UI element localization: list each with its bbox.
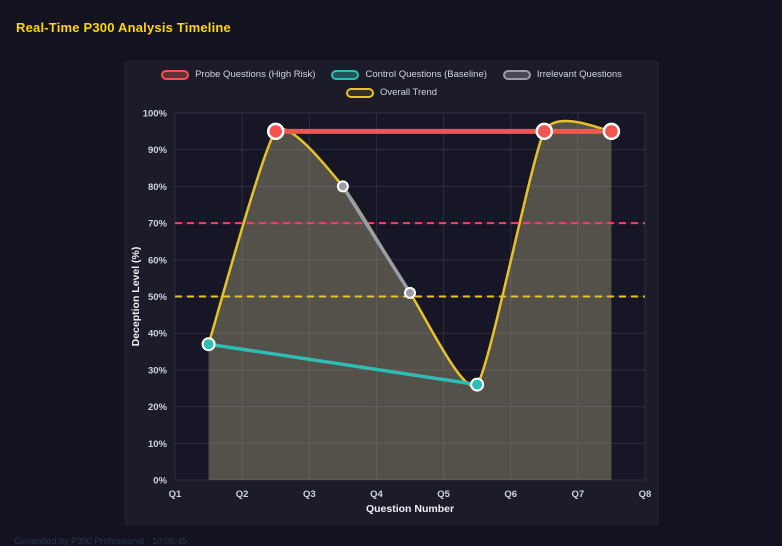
svg-text:Q7: Q7 bbox=[572, 489, 585, 500]
legend-row-2: Overall Trend bbox=[124, 85, 659, 100]
svg-text:0%: 0% bbox=[153, 476, 167, 487]
legend-swatch-overall-trend bbox=[345, 87, 374, 98]
legend-row-1: Probe Questions (High Risk) Control Quest… bbox=[124, 67, 659, 82]
legend-item-irrelevant-questions[interactable]: Irrelevant Questions bbox=[502, 69, 622, 80]
point-irrelevant-questions-0[interactable] bbox=[336, 180, 349, 193]
trend-area-fill bbox=[208, 121, 612, 481]
legend-label: Control Questions (Baseline) bbox=[365, 69, 487, 80]
point-probe-questions-high-risk-0[interactable] bbox=[266, 122, 285, 141]
svg-text:10%: 10% bbox=[148, 439, 168, 450]
svg-text:Q4: Q4 bbox=[370, 489, 383, 500]
svg-text:50%: 50% bbox=[148, 292, 168, 303]
x-axis-tick-labels: Q1 Q2 Q3 Q4 Q5 Q6 Q7 Q8 bbox=[169, 489, 652, 500]
y-axis-title: Deception Level (%) bbox=[130, 247, 142, 347]
svg-text:60%: 60% bbox=[148, 255, 168, 266]
legend-item-control-questions-baseline[interactable]: Control Questions (Baseline) bbox=[331, 69, 487, 80]
svg-text:Q1: Q1 bbox=[169, 489, 182, 500]
legend-label: Overall Trend bbox=[379, 87, 438, 98]
svg-text:20%: 20% bbox=[148, 402, 168, 413]
svg-text:90%: 90% bbox=[148, 145, 168, 156]
svg-text:80%: 80% bbox=[148, 182, 168, 193]
svg-text:Q3: Q3 bbox=[303, 489, 316, 500]
svg-text:Q2: Q2 bbox=[236, 489, 249, 500]
svg-text:30%: 30% bbox=[148, 365, 168, 376]
point-control-questions-baseline-0[interactable] bbox=[201, 337, 216, 352]
legend-swatch-control-questions-baseline bbox=[331, 69, 360, 80]
line-control-questions-baseline bbox=[206, 342, 479, 387]
x-axis-title: Question Number bbox=[366, 503, 454, 515]
points-control-questions-baseline bbox=[201, 337, 485, 392]
line-irrelevant-questions bbox=[341, 184, 412, 295]
point-irrelevant-questions-1[interactable] bbox=[404, 286, 416, 299]
legend-swatch-probe-questions-high-risk bbox=[161, 69, 190, 80]
points-irrelevant-questions bbox=[336, 180, 416, 299]
legend-item-overall-trend[interactable]: Overall Trend bbox=[345, 87, 438, 98]
points-probe-questions-high-risk bbox=[266, 122, 621, 141]
point-probe-questions-high-risk-2[interactable] bbox=[602, 122, 621, 141]
svg-text:Q5: Q5 bbox=[437, 489, 450, 500]
chart-panel: Probe Questions (High Risk) Control Quest… bbox=[124, 60, 659, 526]
footer-note: Generated by P300 Professional - 10:05:4… bbox=[14, 536, 188, 546]
page-title: Real-Time P300 Analysis Timeline bbox=[16, 20, 231, 35]
timeline-chart: Q1 Q2 Q3 Q4 Q5 Q6 Q7 Q8 0% 10% 20% 30% 40% 50% 60% 70% 8… bbox=[130, 109, 652, 516]
legend-label: Irrelevant Questions bbox=[536, 69, 622, 80]
legend-swatch-irrelevant-questions bbox=[502, 69, 531, 80]
svg-text:Q8: Q8 bbox=[639, 489, 652, 500]
point-control-questions-baseline-1[interactable] bbox=[470, 377, 485, 392]
legend-item-probe-questions-high-risk[interactable]: Probe Questions (High Risk) bbox=[161, 69, 315, 80]
svg-text:Q6: Q6 bbox=[504, 489, 517, 500]
svg-text:100%: 100% bbox=[143, 109, 168, 120]
svg-text:40%: 40% bbox=[148, 329, 168, 340]
point-probe-questions-high-risk-1[interactable] bbox=[535, 122, 554, 141]
legend-label: Probe Questions (High Risk) bbox=[195, 69, 316, 80]
y-axis-tick-labels: 0% 10% 20% 30% 40% 50% 60% 70% 80% 90% 100% bbox=[143, 109, 168, 487]
svg-text:70%: 70% bbox=[148, 219, 168, 230]
